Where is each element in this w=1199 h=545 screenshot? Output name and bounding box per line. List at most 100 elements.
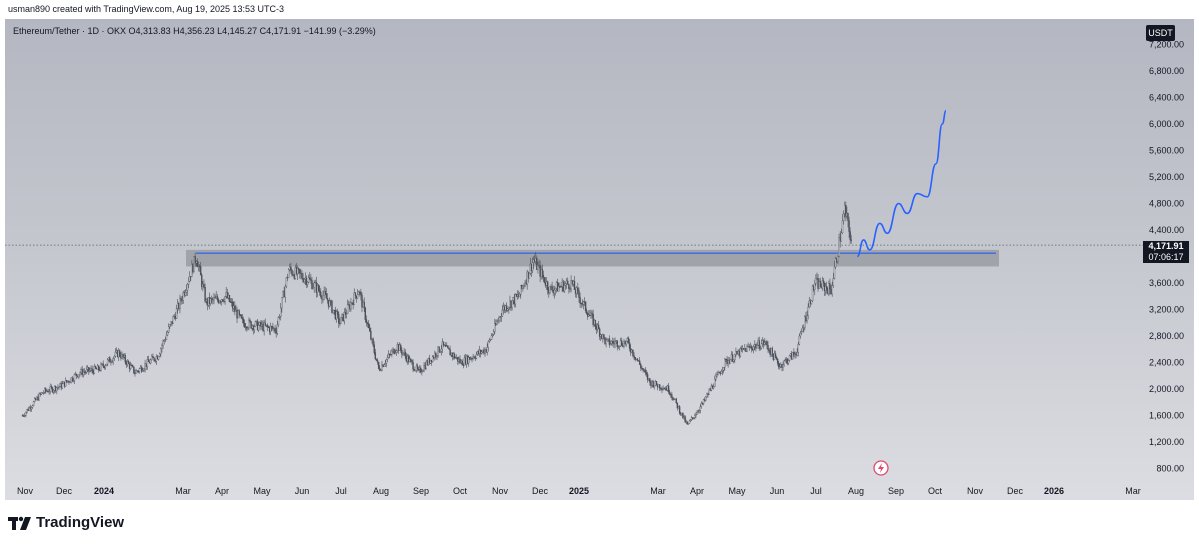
candle-body (820, 286, 822, 289)
candle-body (619, 340, 622, 347)
candle-body (318, 290, 321, 293)
candle-body (332, 309, 334, 313)
candle-body (323, 290, 325, 296)
x-tick-label: Sep (413, 486, 429, 496)
candle-body (366, 322, 369, 324)
candle-body (522, 285, 524, 289)
candle-body (385, 359, 388, 364)
candle-body (342, 314, 344, 322)
candle-body (725, 358, 727, 361)
candle-body (829, 283, 831, 290)
candle-body (221, 299, 223, 303)
candle-body (105, 363, 108, 366)
candle-body (533, 259, 536, 262)
candle-body (724, 358, 726, 368)
x-tick-label: Nov (967, 486, 984, 496)
candle-body (336, 311, 339, 315)
candle-body (442, 341, 445, 346)
candle-body (552, 289, 554, 294)
candle-body (443, 344, 446, 347)
candle-body (139, 366, 142, 369)
candle-body (115, 350, 118, 353)
x-tick-label: Oct (928, 486, 943, 496)
candle-body (411, 360, 413, 363)
candle-body (201, 274, 203, 287)
candle-body (548, 289, 550, 294)
candle-body (529, 263, 532, 274)
candle-body (148, 361, 151, 364)
candle-body (668, 391, 671, 395)
candle-body (583, 301, 586, 303)
candle-body (591, 312, 593, 315)
candle-body (631, 349, 633, 353)
candle-body (257, 325, 260, 331)
candle-body (195, 261, 197, 264)
candle-body (70, 377, 72, 383)
candle-body (847, 213, 849, 221)
currency-button[interactable]: USDT (1146, 25, 1175, 41)
candle-body (768, 349, 770, 352)
candle-body (199, 266, 202, 276)
candle-body (187, 281, 190, 285)
candle-body (731, 354, 734, 362)
candle-body (597, 324, 600, 329)
candle-body (111, 361, 113, 363)
candle-body (850, 239, 852, 241)
x-tick-label: Mar (175, 486, 191, 496)
candle-body (514, 293, 517, 305)
candle-body (192, 264, 194, 273)
candle-body (59, 383, 61, 387)
candle-body (783, 360, 785, 366)
y-tick-label: 2,000.00 (1149, 384, 1184, 394)
candle-body (47, 390, 49, 393)
x-tick-label: Oct (453, 486, 468, 496)
projection-path[interactable] (856, 109, 947, 258)
candle-body (24, 415, 26, 417)
tradingview-logo[interactable]: TradingView (8, 514, 124, 531)
candle-body (785, 358, 787, 361)
candle-body (406, 355, 409, 362)
candle-body (223, 300, 225, 302)
candle-body (474, 357, 476, 359)
y-tick-label: 5,600.00 (1149, 146, 1184, 156)
candle-body (800, 331, 803, 334)
candle-body (301, 273, 303, 279)
candle-body (656, 384, 659, 388)
candle-body (189, 276, 191, 282)
candle-body (283, 291, 285, 298)
candle-body (235, 309, 237, 312)
candle-body (194, 256, 196, 264)
candle-body (147, 359, 150, 363)
candle-body (726, 359, 728, 364)
candle-body (338, 314, 340, 324)
candle-body (351, 302, 353, 304)
candle-body (666, 385, 669, 391)
candle-body (779, 366, 781, 368)
candle-body (521, 285, 523, 289)
candle-body (727, 360, 729, 364)
candle-body (205, 299, 207, 302)
candle-body (177, 303, 179, 309)
candle-body (275, 330, 277, 334)
candle-body (172, 316, 174, 324)
y-tick-label: 4,800.00 (1149, 199, 1184, 209)
resistance-zone[interactable] (186, 249, 999, 267)
candle-body (678, 406, 681, 414)
y-tick-label: 6,400.00 (1149, 93, 1184, 103)
candle-body (340, 317, 342, 324)
candle-body (527, 271, 529, 279)
candle-body (816, 278, 818, 280)
candle-body (151, 356, 153, 360)
candle-body (206, 299, 209, 306)
candle-body (152, 356, 154, 358)
candle-body (424, 365, 426, 370)
candle-body (716, 374, 718, 377)
candle-body (165, 334, 168, 340)
candle-body (693, 417, 695, 419)
lightning-icon[interactable] (873, 460, 889, 476)
last-price-tag: 4,171.91 07:06:17 (1143, 241, 1189, 263)
candle-body (635, 358, 638, 360)
candle-body (481, 351, 483, 354)
candle-body (623, 341, 625, 347)
